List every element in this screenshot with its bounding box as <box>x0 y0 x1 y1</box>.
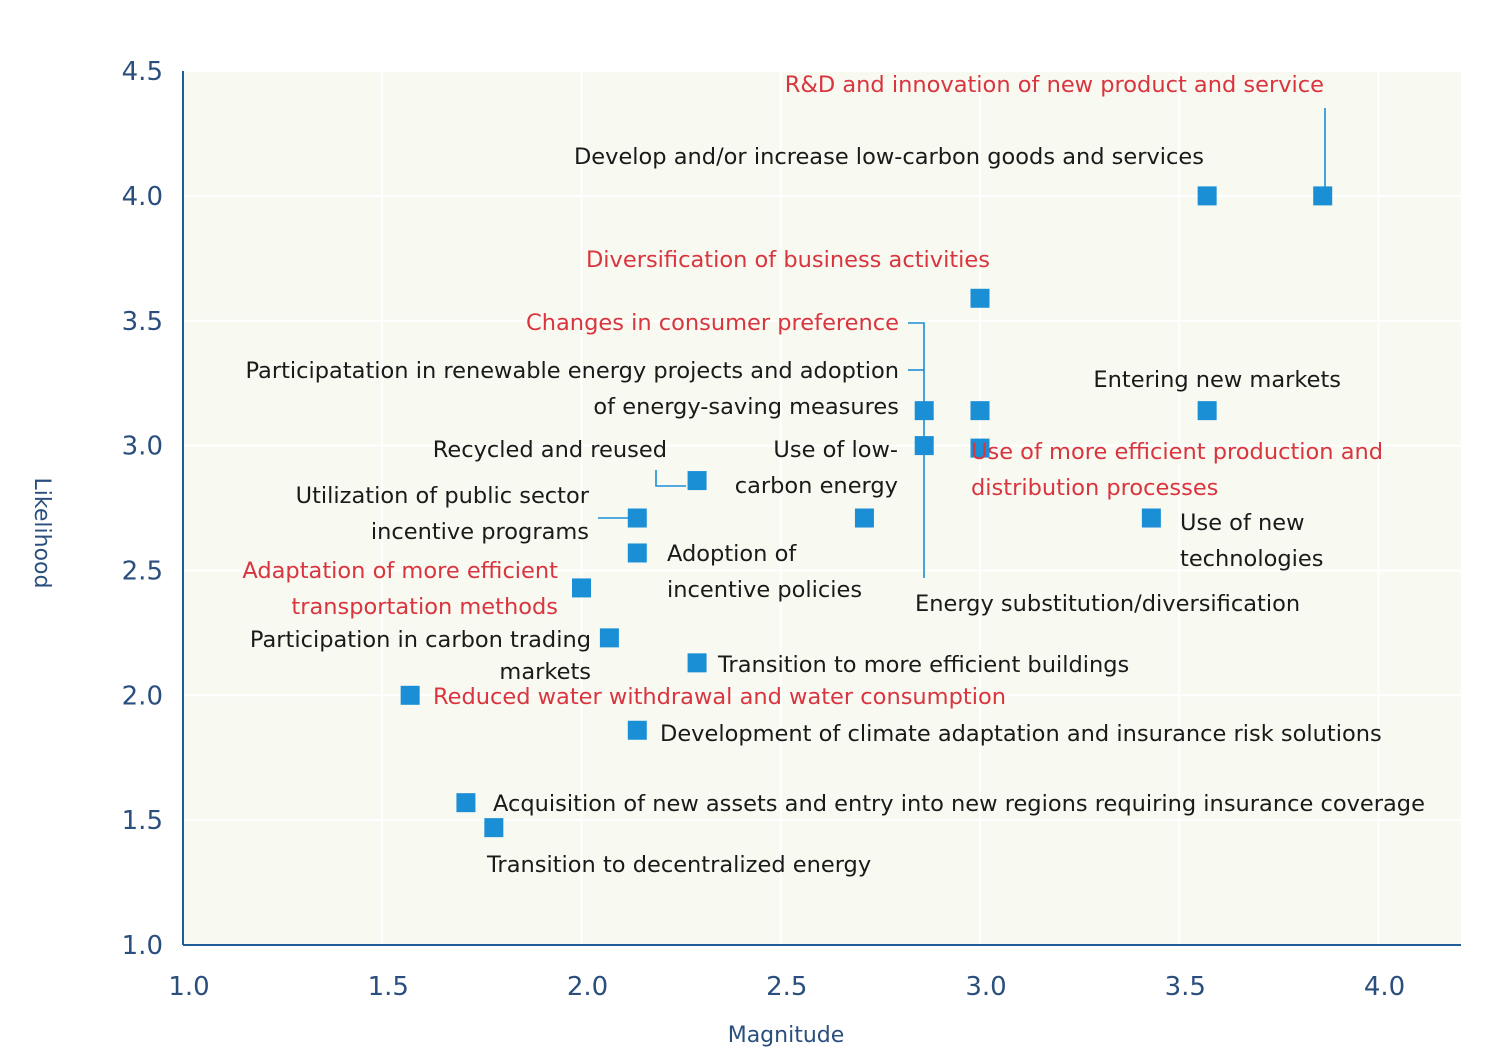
leader-line <box>655 470 686 487</box>
data-point <box>572 578 591 598</box>
y-tick-label: 1.5 <box>122 806 163 836</box>
point-label: Use of new technologies <box>1180 510 1323 572</box>
point-label: Participatation in renewable energy proj… <box>245 358 899 420</box>
data-point <box>456 793 476 813</box>
y-tick-label: 4.5 <box>122 57 163 87</box>
data-point <box>484 818 504 838</box>
y-tick-label: 4.0 <box>122 182 163 212</box>
x-tick-label: 2.5 <box>766 972 807 1002</box>
y-tick-label: 1.0 <box>122 931 163 961</box>
point-label: R&D and innovation of new product and se… <box>785 72 1324 98</box>
point-label: Participation in carbon trading markets <box>250 627 591 685</box>
x-tick-label: 3.5 <box>1165 972 1206 1002</box>
data-point <box>627 543 647 563</box>
data-point <box>1197 401 1217 421</box>
y-tick-label: 3.5 <box>122 307 163 337</box>
y-tick-label: 3.0 <box>122 432 163 462</box>
plot-area <box>183 71 1461 945</box>
data-point <box>627 720 647 740</box>
y-tick-label: 2.0 <box>122 681 163 711</box>
point-label: Transition to more efficient buildings <box>717 652 1129 678</box>
point-label: Develop and/or increase low-carbon goods… <box>574 144 1204 170</box>
data-point <box>970 401 990 421</box>
point-label: Diversification of business activities <box>586 247 990 273</box>
point-label: Reduced water withdrawal and water consu… <box>433 684 1006 710</box>
data-markers <box>400 186 1333 838</box>
x-tick-label: 1.5 <box>368 972 409 1002</box>
data-point <box>1313 186 1333 206</box>
y-tick-label: 2.5 <box>122 556 163 586</box>
data-point <box>854 508 874 528</box>
data-point <box>687 653 707 673</box>
data-point <box>970 438 990 458</box>
point-label: Utilization of public sector incentive pr… <box>296 483 590 545</box>
data-point <box>687 471 707 491</box>
y-tick-labels: 1.0 1.5 2.0 2.5 3.0 3.5 4.0 4.5 <box>122 57 163 961</box>
point-labels: R&D and innovation of new product and se… <box>242 72 1425 878</box>
x-tick-labels: 1.0 1.5 2.0 2.5 3.0 3.5 4.0 <box>168 972 1405 1002</box>
x-tick-label: 1.0 <box>168 972 209 1002</box>
point-label: Recycled and reused <box>433 437 667 463</box>
x-tick-label: 4.0 <box>1364 972 1405 1002</box>
leader-lines <box>598 108 1326 578</box>
data-point <box>1197 186 1217 206</box>
point-label: Use of more efficient production and dist… <box>971 439 1383 501</box>
data-point <box>1141 508 1161 528</box>
point-label: Changes in consumer preference <box>526 310 899 336</box>
point-label: Acquisition of new assets and entry into… <box>493 791 1425 817</box>
leader-line <box>908 322 925 578</box>
point-label: Adaptation of more efficient transportati… <box>242 558 558 620</box>
data-point <box>599 628 619 648</box>
y-axis-title: Likelihood <box>29 478 54 589</box>
point-label: Energy substitution/diversification <box>915 591 1300 617</box>
point-label: Entering new markets <box>1093 367 1341 393</box>
data-point <box>400 685 420 705</box>
point-label: Use of low-carbon energy <box>735 437 898 499</box>
point-label: Development of climate adaptation and in… <box>660 721 1382 747</box>
grid-lines <box>183 70 1461 945</box>
x-tick-label: 2.0 <box>567 972 608 1002</box>
point-label: Transition to decentralized energy <box>486 852 871 878</box>
data-point <box>914 436 934 456</box>
data-point <box>914 401 934 421</box>
point-label: Adoption of incentive policies <box>667 541 862 603</box>
x-tick-label: 3.0 <box>965 972 1006 1002</box>
x-axis-title: Magnitude <box>728 1023 845 1048</box>
data-point <box>970 288 990 308</box>
data-point <box>627 508 647 528</box>
